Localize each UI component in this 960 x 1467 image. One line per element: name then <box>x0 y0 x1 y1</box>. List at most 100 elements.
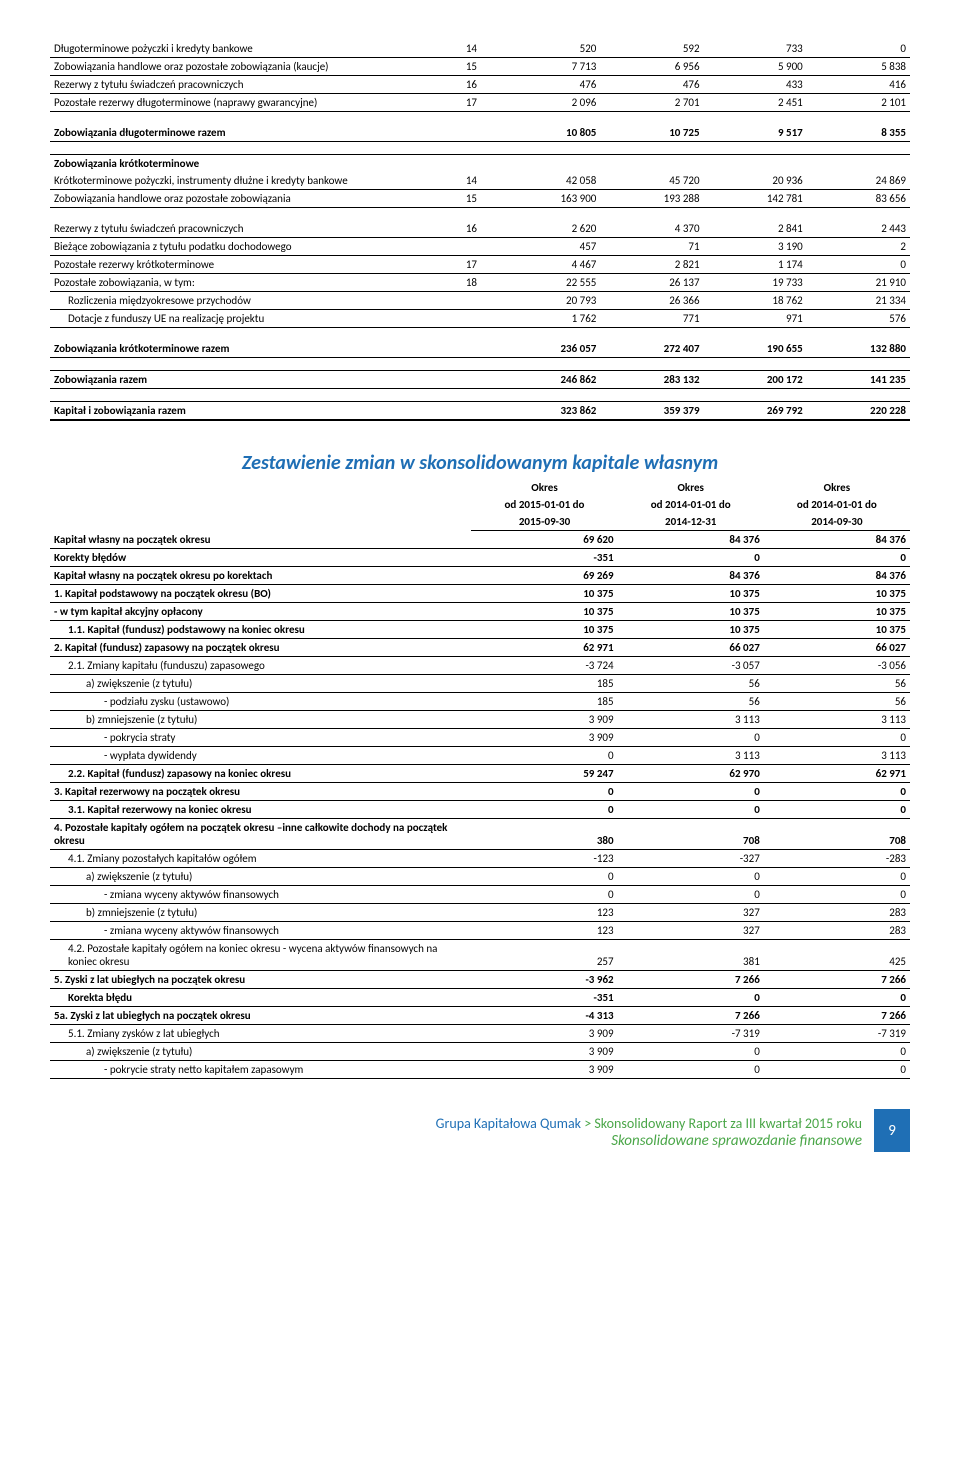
cell-value: 1 174 <box>704 256 807 274</box>
note-ref: 16 <box>446 76 498 94</box>
cell-value: -7 319 <box>618 1025 764 1043</box>
row-label: - pokrycia straty <box>50 729 471 747</box>
period-header: Okres <box>764 479 910 496</box>
cell-value: 2 451 <box>704 94 807 112</box>
row-label: Pozostałe zobowiązania, w tym: <box>50 274 446 292</box>
cell-value: 220 228 <box>807 402 910 421</box>
row-label: 2.2. Kapitał (fundusz) zapasowy na konie… <box>50 765 471 783</box>
cell-value: 69 620 <box>471 531 617 549</box>
cell-value: 123 <box>471 904 617 922</box>
note-ref <box>446 402 498 421</box>
cell-value: 3 909 <box>471 729 617 747</box>
cell-value: -123 <box>471 850 617 868</box>
cell-value: 10 375 <box>764 603 910 621</box>
row-label: - wypłata dywidendy <box>50 747 471 765</box>
note-ref <box>446 310 498 328</box>
cell-value: 272 407 <box>600 340 703 358</box>
cell-value: 26 366 <box>600 292 703 310</box>
cell-value: 771 <box>600 310 703 328</box>
row-label: Pozostałe rezerwy długoterminowe (napraw… <box>50 94 446 112</box>
cell-value: 0 <box>764 989 910 1007</box>
cell-value: -3 962 <box>471 971 617 989</box>
cell-value: 2 821 <box>600 256 703 274</box>
cell-value: 84 376 <box>618 567 764 585</box>
cell-value: 66 027 <box>618 639 764 657</box>
period-header: od 2015-01-01 do <box>471 496 617 513</box>
cell-value: 20 793 <box>497 292 600 310</box>
row-label: - zmiana wyceny aktywów finansowych <box>50 886 471 904</box>
note-ref <box>446 292 498 310</box>
row-label: 1.1. Kapitał (fundusz) podstawowy na kon… <box>50 621 471 639</box>
row-label: b) zmniejszenie (z tytułu) <box>50 904 471 922</box>
cell-value: 10 375 <box>618 603 764 621</box>
cell-value: 193 288 <box>600 190 703 208</box>
cell-value: 84 376 <box>764 531 910 549</box>
cell-value: 425 <box>764 940 910 971</box>
cell-value: 0 <box>471 801 617 819</box>
cell-value: 476 <box>497 76 600 94</box>
row-label: 5.1. Zmiany zysków z lat ubiegłych <box>50 1025 471 1043</box>
cell-value: 163 900 <box>497 190 600 208</box>
cell-value: 236 057 <box>497 340 600 358</box>
cell-value: 0 <box>618 1043 764 1061</box>
cell-value: 733 <box>704 40 807 58</box>
cell-value: 0 <box>807 40 910 58</box>
cell-value: 20 936 <box>704 172 807 190</box>
cell-value: 323 862 <box>497 402 600 421</box>
cell-value: -3 056 <box>764 657 910 675</box>
cell-value: 9 517 <box>704 124 807 142</box>
cell-value: 1 762 <box>497 310 600 328</box>
cell-value: 141 235 <box>807 371 910 389</box>
period-header: od 2014-01-01 do <box>618 496 764 513</box>
row-label: Zobowiązania razem <box>50 371 446 389</box>
row-label: Kapitał własny na początek okresu po kor… <box>50 567 471 585</box>
note-ref: 16 <box>446 220 498 238</box>
row-label: Rezerwy z tytułu świadczeń pracowniczych <box>50 76 446 94</box>
cell-value: -327 <box>618 850 764 868</box>
cell-value: 0 <box>471 747 617 765</box>
cell-value: 42 058 <box>497 172 600 190</box>
cell-value: 7 266 <box>764 971 910 989</box>
cell-value: 0 <box>764 549 910 567</box>
row-label: Rezerwy z tytułu świadczeń pracowniczych <box>50 220 446 238</box>
cell-value: 10 375 <box>618 621 764 639</box>
cell-value: 0 <box>618 886 764 904</box>
cell-value: 2 620 <box>497 220 600 238</box>
cell-value: 0 <box>618 801 764 819</box>
cell-value: 0 <box>764 886 910 904</box>
cell-value: 3 113 <box>764 711 910 729</box>
cell-value: 0 <box>618 868 764 886</box>
cell-value: 69 269 <box>471 567 617 585</box>
cell-value: -351 <box>471 549 617 567</box>
page-number: 9 <box>874 1109 910 1152</box>
row-label: 5a. Zyski z lat ubiegłych na początek ok… <box>50 1007 471 1025</box>
row-label: 4.1. Zmiany pozostałych kapitałów ogółem <box>50 850 471 868</box>
row-label: Zobowiązania krótkoterminowe razem <box>50 340 446 358</box>
cell-value: 0 <box>471 783 617 801</box>
cell-value: 45 720 <box>600 172 703 190</box>
cell-value: 10 375 <box>764 585 910 603</box>
cell-value: 59 247 <box>471 765 617 783</box>
row-label: 4.2. Pozostałe kapitały ogółem na koniec… <box>50 940 471 971</box>
row-label: Kapitał i zobowiązania razem <box>50 402 446 421</box>
cell-value: 7 266 <box>764 1007 910 1025</box>
cell-value: 24 869 <box>807 172 910 190</box>
row-label: Korekta błędu <box>50 989 471 1007</box>
cell-value: 21 334 <box>807 292 910 310</box>
cell-value: 416 <box>807 76 910 94</box>
cell-value: 21 910 <box>807 274 910 292</box>
cell-value: 327 <box>618 922 764 940</box>
cell-value: 283 132 <box>600 371 703 389</box>
cell-value: -351 <box>471 989 617 1007</box>
note-ref <box>446 340 498 358</box>
cell-value: 22 555 <box>497 274 600 292</box>
cell-value: 520 <box>497 40 600 58</box>
cell-value: 5 900 <box>704 58 807 76</box>
cell-value: 56 <box>618 693 764 711</box>
cell-value: 269 792 <box>704 402 807 421</box>
cell-value: 0 <box>618 549 764 567</box>
cell-value: 62 971 <box>764 765 910 783</box>
cell-value: 0 <box>764 1061 910 1079</box>
cell-value: 246 862 <box>497 371 600 389</box>
period-header: od 2014-01-01 do <box>764 496 910 513</box>
